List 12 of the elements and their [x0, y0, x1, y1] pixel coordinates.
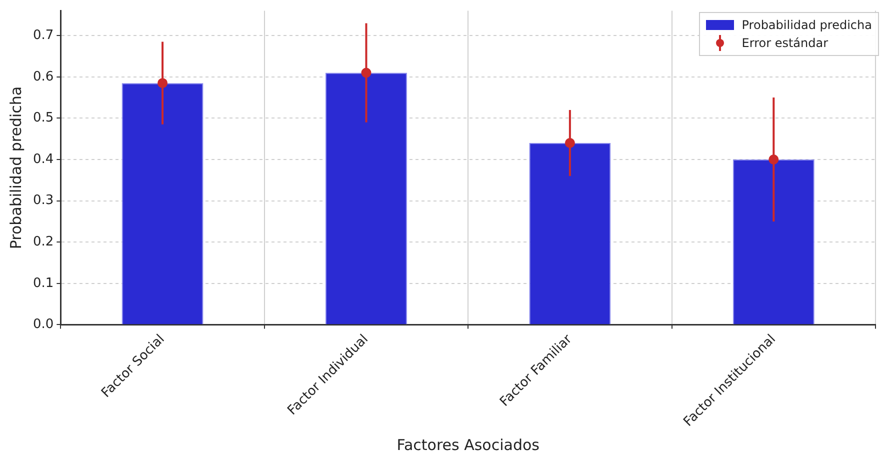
- legend-label: Error estándar: [742, 36, 828, 50]
- y-tick-label: 0.4: [32, 152, 54, 167]
- y-tick-label: 0.1: [32, 276, 54, 291]
- y-tick-label: 0.2: [32, 234, 54, 250]
- y-tick-label: 0.6: [32, 69, 54, 84]
- x-axis-title: Factores Asociados: [396, 436, 540, 454]
- y-tick-label: 0.3: [32, 193, 54, 208]
- y-tick-label: 0.0: [32, 317, 54, 332]
- legend-label: Probabilidad predicha: [742, 18, 872, 32]
- y-tick-label: 0.5: [32, 110, 54, 126]
- y-axis-title: Probabilidad predicha: [6, 86, 25, 250]
- y-tick-label: 0.7: [32, 28, 54, 43]
